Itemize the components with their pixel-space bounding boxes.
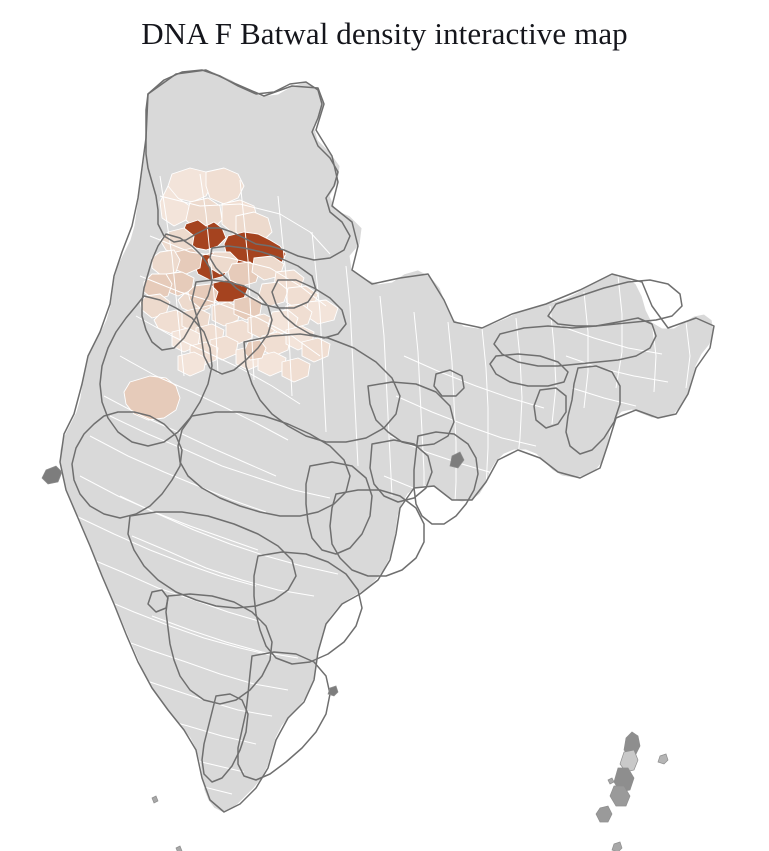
island-north-andaman — [624, 732, 640, 756]
state-punjab — [142, 234, 212, 350]
district-punjab-south-c[interactable] — [178, 352, 206, 376]
district-westernup-f[interactable] — [282, 358, 310, 382]
national-boundary — [60, 70, 714, 812]
state-madhya-pradesh — [178, 412, 350, 516]
state-meghalaya — [490, 354, 568, 386]
district-haryana-b[interactable] — [212, 302, 240, 326]
state-himachal-pradesh — [210, 246, 316, 308]
state-assam — [494, 318, 656, 366]
district-jammu-kashmir-c[interactable] — [160, 186, 190, 226]
marker-puducherry — [328, 686, 338, 696]
state-andhra-pradesh — [254, 552, 362, 664]
state-bihar — [368, 382, 454, 446]
state-manipur-mizoram — [566, 366, 620, 454]
district-westernup-d[interactable] — [302, 338, 330, 362]
island-kamorta — [612, 842, 622, 851]
state-uttarakhand — [272, 280, 346, 338]
state-rajasthan — [100, 296, 212, 446]
district-rajasthan-highlight[interactable] — [124, 376, 180, 420]
state-odisha — [330, 490, 424, 576]
district-jammu-kashmir-b[interactable] — [206, 168, 244, 204]
page-title: DNA F Batwal density interactive map — [141, 16, 628, 51]
map-canvas[interactable] — [0, 56, 769, 851]
coastal-markers — [42, 452, 464, 696]
state-maharashtra — [128, 512, 296, 608]
india-choropleth-map[interactable] — [0, 56, 769, 851]
island-barren — [658, 754, 668, 764]
highlighted-districts-northwest[interactable] — [124, 168, 338, 420]
island-middle-andaman — [620, 750, 638, 772]
island-lakshadweep-b — [176, 846, 182, 851]
state-gujarat — [72, 412, 182, 518]
state-uttar-pradesh — [244, 334, 400, 442]
andaman-nicobar-islands[interactable] — [596, 732, 668, 851]
state-sikkim — [434, 370, 464, 396]
state-jharkhand — [370, 440, 432, 502]
island-lakshadweep-a — [152, 796, 158, 803]
marker-east-coast — [450, 452, 464, 468]
island-small-dot-a — [608, 778, 614, 784]
island-little-andaman — [610, 786, 630, 806]
lakshadweep-islands[interactable] — [152, 796, 182, 851]
state-arunachal-pradesh — [548, 280, 682, 326]
state-jammu-kashmir — [146, 70, 350, 260]
state-karnataka — [166, 594, 272, 704]
state-chhattisgarh — [306, 462, 372, 554]
state-kerala — [202, 694, 248, 782]
state-tripura — [534, 388, 566, 428]
state-boundaries — [60, 70, 714, 812]
state-west-bengal — [414, 432, 478, 524]
state-goa — [148, 590, 168, 612]
marker-diu — [42, 466, 62, 484]
island-car-nicobar — [596, 806, 612, 822]
